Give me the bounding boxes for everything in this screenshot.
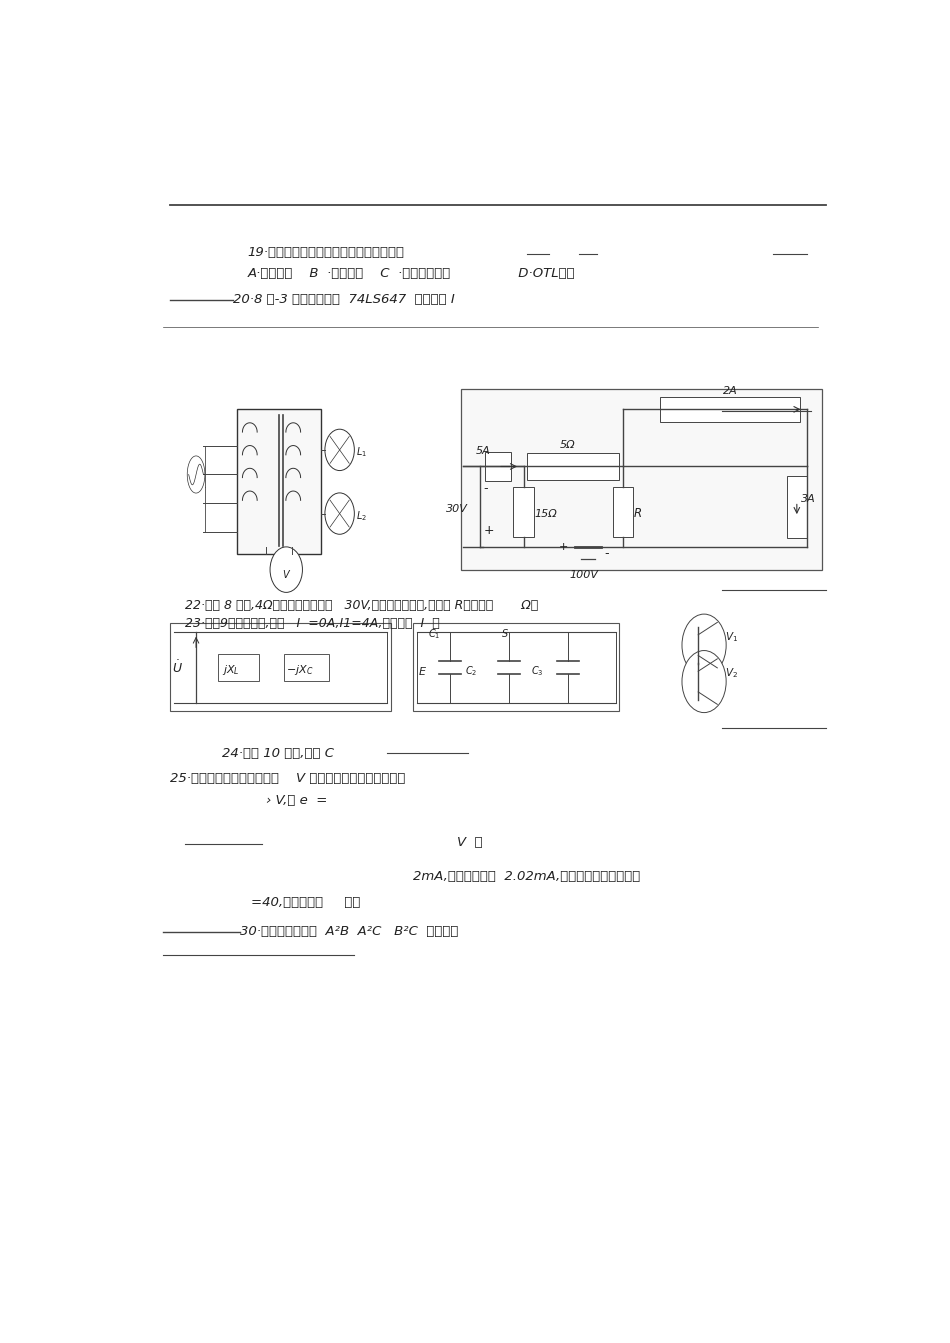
Text: 25·已知对称三相四线制中的    V 相的电动势瞬时值表达式为: 25·已知对称三相四线制中的 V 相的电动势瞬时值表达式为 <box>170 772 406 784</box>
Text: E: E <box>419 666 427 677</box>
Text: $L_1$: $L_1$ <box>356 445 367 459</box>
Text: 2A: 2A <box>722 385 737 396</box>
Bar <box>170 623 391 712</box>
Circle shape <box>270 547 302 592</box>
Bar <box>484 453 511 481</box>
Text: $C_3$: $C_3$ <box>531 665 543 678</box>
Text: S: S <box>502 629 508 639</box>
Text: +: + <box>559 543 568 552</box>
Text: A·微分电路    B  ·积分电路    C  ·运算放大电路                D·OTL电路: A·微分电路 B ·积分电路 C ·运算放大电路 D·OTL电路 <box>248 267 575 279</box>
Text: $C_1$: $C_1$ <box>428 627 441 641</box>
Bar <box>787 475 807 537</box>
Bar <box>413 623 619 712</box>
Text: 23·在图9所示电路中,已知   I  =0A,I1=4A,则总电流  I  为: 23·在图9所示电路中,已知 I =0A,I1=4A,则总电流 I 为 <box>185 616 440 630</box>
Text: V: V <box>282 569 289 580</box>
Bar <box>660 398 800 422</box>
Circle shape <box>682 614 726 676</box>
Text: 2mA,发射极电流是  2.02mA,则该管的直流电流放大: 2mA,发射极电流是 2.02mA,则该管的直流电流放大 <box>413 870 640 882</box>
Bar <box>218 654 258 681</box>
Text: $-jX_C$: $-jX_C$ <box>286 662 314 677</box>
Bar <box>237 410 321 555</box>
Text: V  。: V 。 <box>458 835 483 849</box>
Text: › V,则 e  =: › V,则 e = <box>266 794 328 807</box>
Text: 5A: 5A <box>476 446 490 457</box>
Text: $V_1$: $V_1$ <box>725 630 738 643</box>
Bar <box>613 488 634 537</box>
Text: 30·利用消去法化简  A²B  A²C   B²C  的结果为: 30·利用消去法化简 A²B A²C B²C 的结果为 <box>240 925 459 937</box>
Bar <box>527 453 619 479</box>
Text: 20·8 线-3 线优先编码器  74LS647  的输入为 I: 20·8 线-3 线优先编码器 74LS647 的输入为 I <box>233 293 455 306</box>
Text: $C_2$: $C_2$ <box>465 665 477 678</box>
Text: 24·如图 10 所示,已知 C: 24·如图 10 所示,已知 C <box>221 747 333 760</box>
Text: 30V: 30V <box>446 504 468 514</box>
Text: 3A: 3A <box>801 493 816 504</box>
Circle shape <box>682 650 726 713</box>
Text: 19·能将矩形波变换成双向尖顶波的电路是: 19·能将矩形波变换成双向尖顶波的电路是 <box>248 246 405 259</box>
Text: -: - <box>604 547 609 560</box>
Text: R: R <box>635 508 642 520</box>
Bar <box>513 488 534 537</box>
Text: +: + <box>484 525 494 537</box>
Text: 15Ω: 15Ω <box>535 509 558 518</box>
Text: -: - <box>484 482 487 496</box>
Text: 100V: 100V <box>570 569 598 580</box>
Text: =40,则复合后的     约为: =40,则复合后的 约为 <box>251 896 361 909</box>
Text: $V_2$: $V_2$ <box>725 666 737 680</box>
Text: 22·如图 8 所示,4Ω电阻上的电压降为   30V,其极性如图所示,则电阻 R的阻值为       Ω。: 22·如图 8 所示,4Ω电阻上的电压降为 30V,其极性如图所示,则电阻 R的… <box>185 599 539 612</box>
Bar <box>461 388 822 569</box>
Bar <box>284 654 329 681</box>
Text: $L_2$: $L_2$ <box>356 509 367 522</box>
Text: $jX_L$: $jX_L$ <box>221 662 239 677</box>
Text: 5Ω: 5Ω <box>560 441 576 450</box>
Text: $\dot{U}$: $\dot{U}$ <box>172 659 182 676</box>
